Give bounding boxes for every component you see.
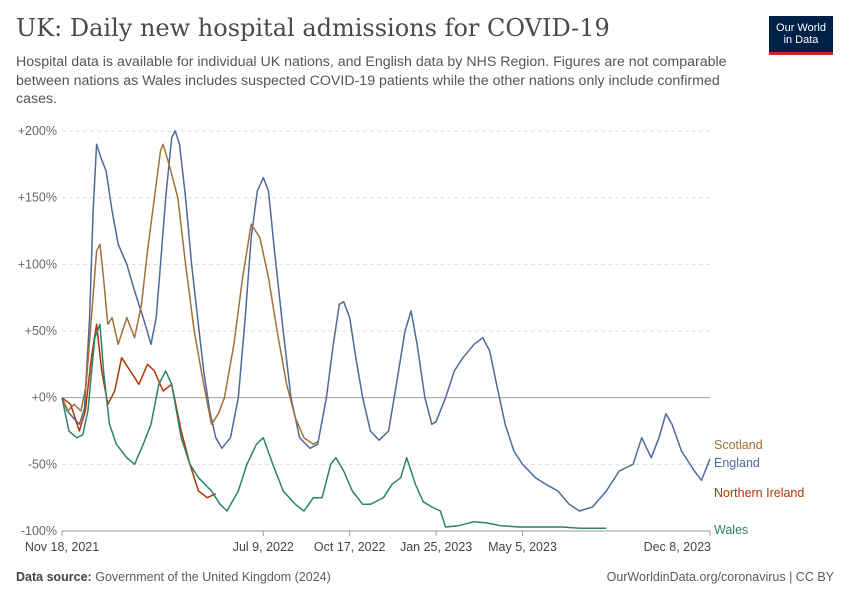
x-axis-ticks: Nov 18, 2021 Jul 9, 2022 Oct 17, 2022 Jan 2… [25,531,711,554]
y-axis-ticks: +200% +150% +100% +50% +0% -50% -100% [18,124,57,538]
x-tick-label: Oct 17, 2022 [314,540,386,554]
data-source: Data source: Government of the United Ki… [16,570,331,584]
logo-line-1: Our World [776,21,826,34]
data-source-label: Data source: [16,570,92,584]
x-tick-label: Nov 18, 2021 [25,540,99,554]
chart-subtitle: Hospital data is available for individua… [16,54,727,107]
series-label-england: England [714,456,760,470]
y-tick-label: +100% [18,257,57,271]
data-source-link[interactable]: Government of the United Kingdom (2024) [95,570,331,584]
x-tick-label: Jul 9, 2022 [233,540,294,554]
y-tick-label: +0% [32,391,57,405]
series-line-scotland [61,143,319,446]
series-line-northern-ireland [61,323,217,499]
owid-logo[interactable]: Our World in Data [769,16,833,55]
series-lines [61,130,711,530]
grid-lines [62,130,710,532]
series-line-wales [61,323,607,530]
y-tick-label: +50% [25,324,57,338]
y-tick-label: -50% [28,457,57,471]
series-line-england [61,130,711,512]
x-tick-label: May 5, 2023 [488,540,557,554]
license-text[interactable]: OurWorldinData.org/coronavirus | CC BY [606,570,834,584]
y-tick-label: +200% [18,124,57,138]
series-labels: England Scotland Northern Ireland Wales [714,438,804,537]
y-tick-label: +150% [18,191,57,205]
logo-line-2: in Data [783,34,819,46]
series-label-wales: Wales [714,523,748,537]
x-tick-label: Jan 25, 2023 [400,540,472,554]
chart-title: UK: Daily new hospital admissions for CO… [16,14,610,42]
series-label-northern-ireland: Northern Ireland [714,486,804,500]
series-label-scotland: Scotland [714,438,763,452]
y-tick-label: -100% [21,524,57,538]
x-tick-label: Dec 8, 2023 [644,540,711,554]
